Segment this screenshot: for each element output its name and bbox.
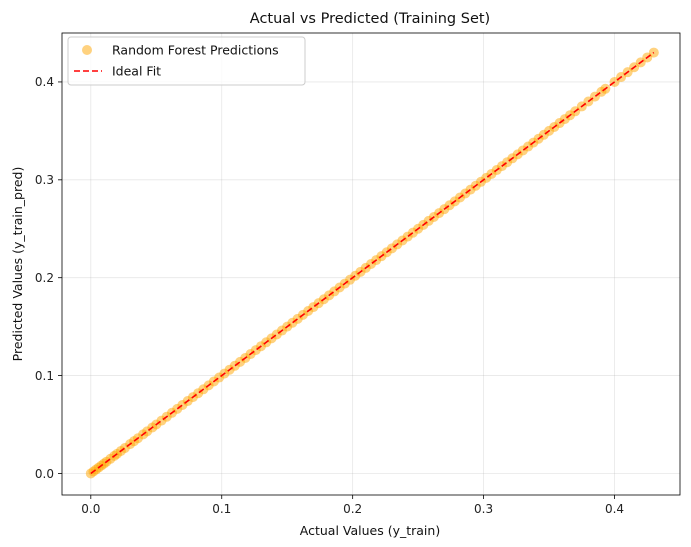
y-tick-label: 0.1 (35, 369, 54, 383)
y-tick-label: 0.2 (35, 271, 54, 285)
x-axis-title: Actual Values (y_train) (300, 523, 440, 538)
y-tick-label: 0.0 (35, 467, 54, 481)
legend-box (67, 36, 306, 86)
legend-label-ideal-fit: Ideal Fit (112, 64, 161, 79)
plot-area-frame (61, 32, 681, 496)
x-tick-label: 0.1 (212, 502, 231, 516)
ideal-fit-line (90, 51, 655, 475)
legend: Random Forest Predictions Ideal Fit (67, 36, 306, 86)
chart-title: Actual vs Predicted (Training Set) (250, 11, 490, 27)
x-tick-label: 0.4 (605, 502, 624, 516)
y-tick-label: 0.4 (35, 75, 54, 89)
grid-lines (62, 33, 680, 495)
y-axis-title: Predicted Values (y_train_pred) (10, 167, 25, 362)
y-tick-label: 0.3 (35, 173, 54, 187)
ideal-fit-layer (90, 51, 655, 475)
x-tick-label: 0.2 (343, 502, 362, 516)
x-tick-label: 0.0 (81, 502, 100, 516)
legend-label-predictions: Random Forest Predictions (112, 43, 279, 58)
axis-ticks: 0.0 0.1 0.2 0.3 0.4 0.0 0.1 0.2 0.3 0.4 (35, 75, 624, 516)
x-tick-label: 0.3 (474, 502, 493, 516)
scatter-point (648, 47, 659, 58)
legend-marker-predictions (82, 45, 92, 55)
